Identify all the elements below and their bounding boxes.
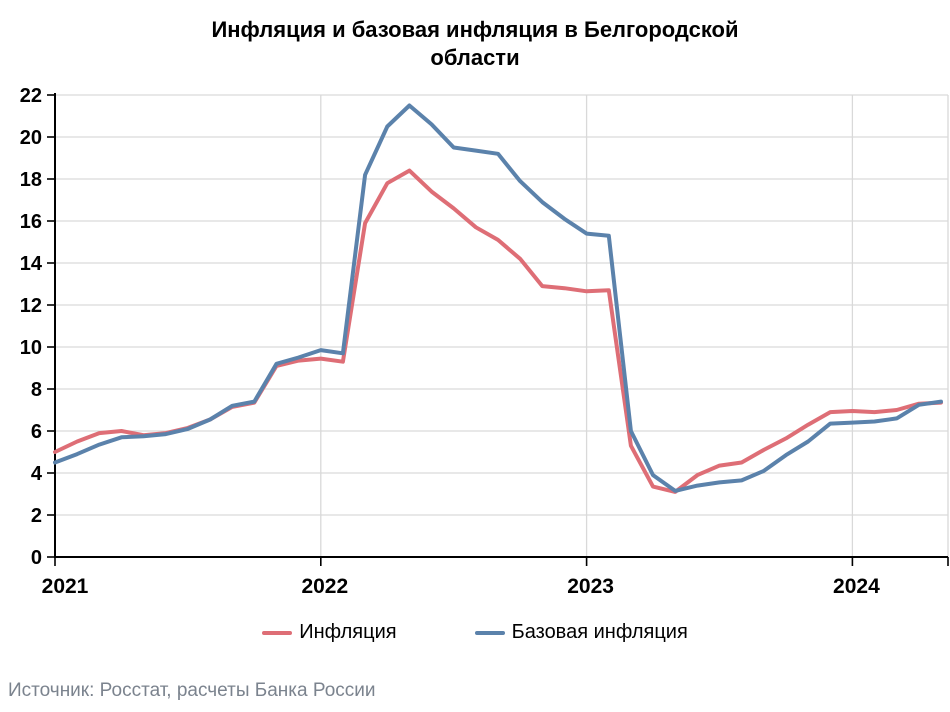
y-axis-label: 20 bbox=[20, 127, 42, 149]
source-note: Источник: Росстат, расчеты Банка России bbox=[8, 680, 376, 701]
y-axis-label: 12 bbox=[20, 295, 42, 317]
y-axis-label: 0 bbox=[31, 547, 42, 569]
legend-label-core-inflation: Базовая инфляция bbox=[511, 621, 688, 643]
core-inflation-line bbox=[53, 103, 943, 493]
legend-label-inflation: Инфляция bbox=[299, 621, 397, 643]
y-axis-label: 22 bbox=[20, 85, 42, 107]
y-axis-label: 2 bbox=[31, 505, 42, 527]
inflation-line-swatch bbox=[262, 630, 293, 635]
x-axis-label: 2021 bbox=[42, 575, 89, 598]
y-axis-label: 14 bbox=[20, 253, 43, 275]
chart-legend: Инфляция Базовая инфляция bbox=[0, 621, 950, 644]
core-inflation-line-swatch bbox=[474, 630, 505, 635]
x-axis-label: 2022 bbox=[301, 575, 348, 598]
y-axis-label: 4 bbox=[31, 463, 43, 485]
y-axis-label: 10 bbox=[20, 337, 42, 359]
y-axis-label: 16 bbox=[20, 211, 42, 233]
chart-title-text: Инфляция и базовая инфляция в Белгородск… bbox=[211, 17, 739, 70]
x-axis-label: 2023 bbox=[567, 575, 614, 598]
y-axis-label: 8 bbox=[31, 379, 42, 401]
y-axis-label: 18 bbox=[20, 169, 42, 191]
x-axis-label: 2024 bbox=[833, 575, 880, 598]
legend-item-inflation: Инфляция bbox=[262, 621, 397, 644]
legend-item-core-inflation: Базовая инфляция bbox=[474, 621, 688, 644]
chart-title: Инфляция и базовая инфляция в Белгородск… bbox=[0, 16, 950, 72]
y-axis-label: 6 bbox=[31, 421, 42, 443]
